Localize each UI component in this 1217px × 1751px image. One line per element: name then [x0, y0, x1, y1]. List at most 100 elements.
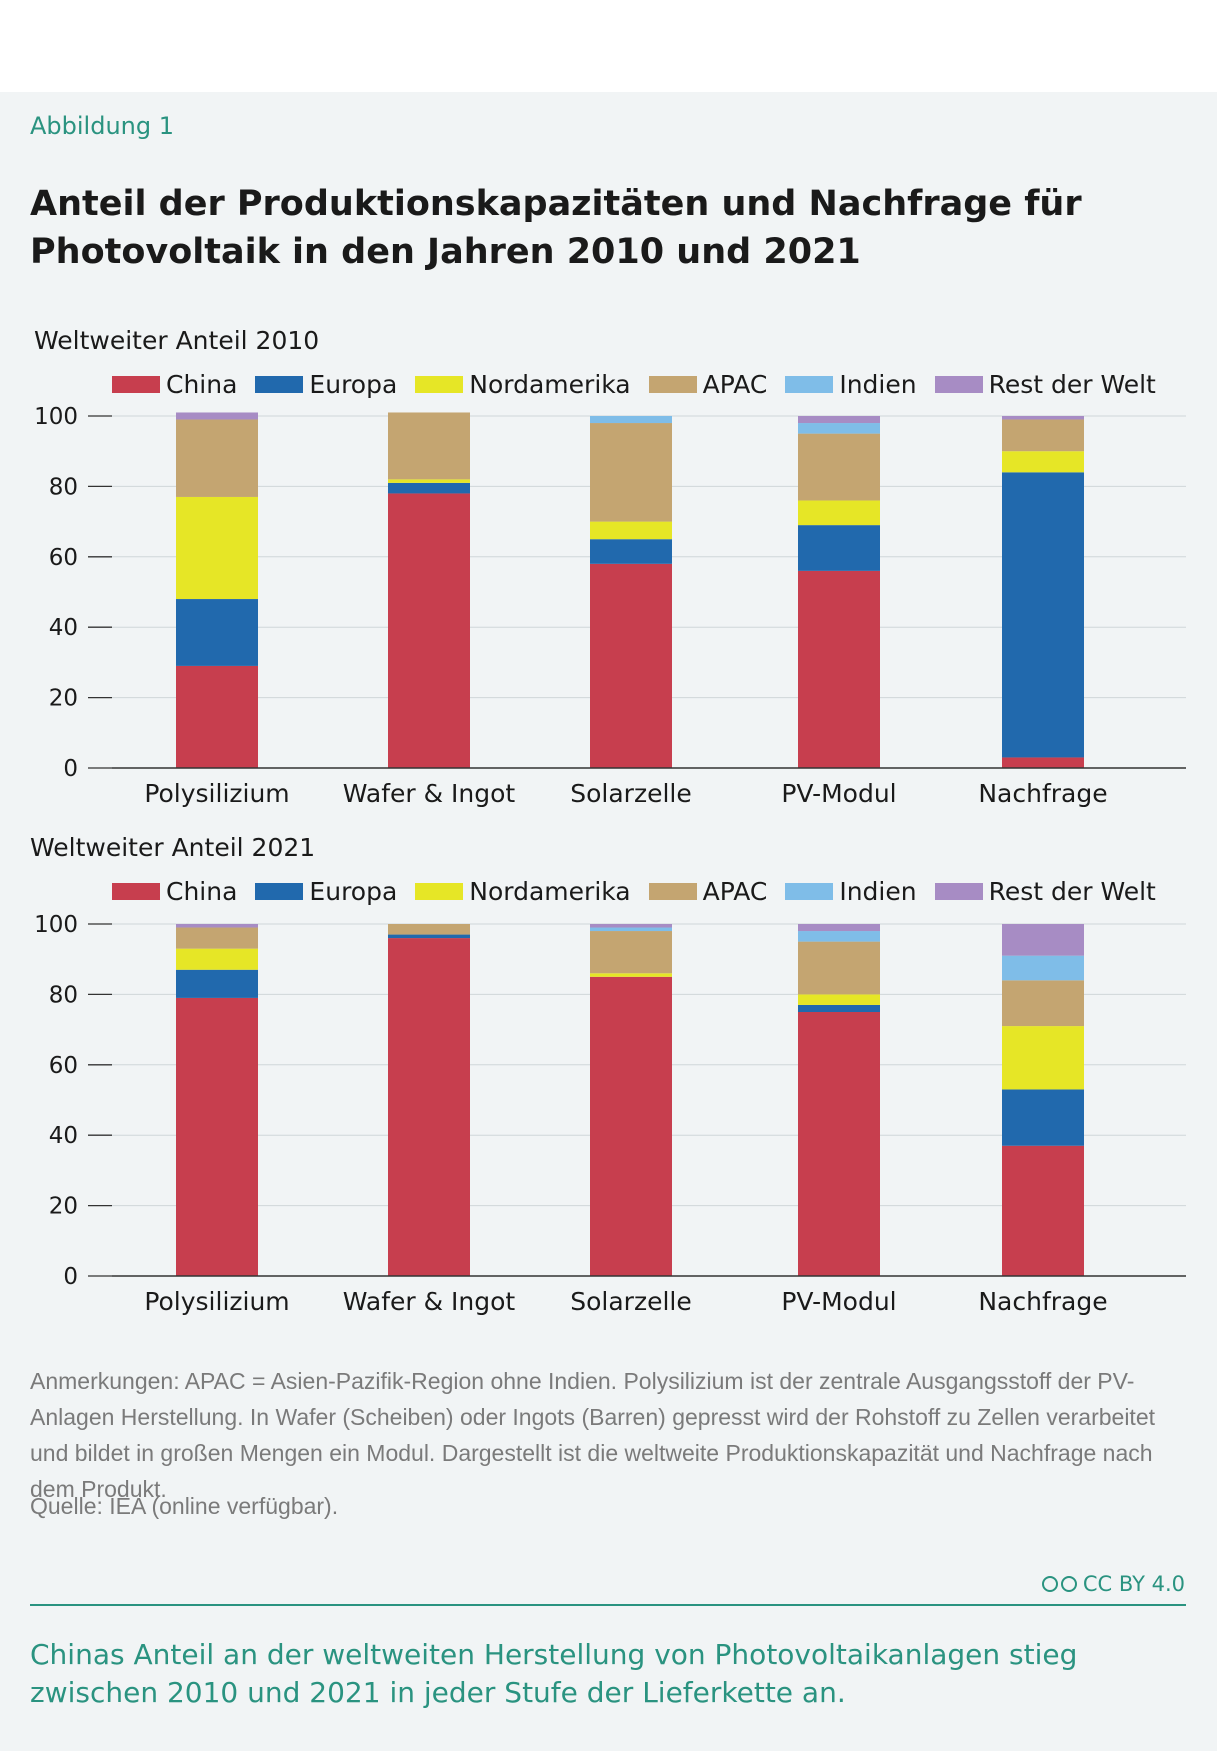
- legend-item-rest-der-welt: Rest der Welt: [934, 369, 1156, 399]
- bar-solarzelle-rest-der-welt: [590, 924, 672, 928]
- chart-2021-legend: China Europa Nordamerika APAC Indien Rest der…: [112, 875, 1174, 907]
- bar-wafer-and-ingot-apac: [388, 924, 470, 935]
- bar-pv-modul-apac: [798, 941, 880, 995]
- legend-item-nordamerika: Nordamerika: [415, 369, 631, 399]
- bar-wafer-and-ingot-china: [388, 493, 470, 768]
- bar-nachfrage-china: [1002, 757, 1084, 768]
- legend-label: Indien: [839, 876, 917, 906]
- x-tick-label: PV-Modul: [781, 1287, 896, 1316]
- legend-item-indien: Indien: [785, 369, 917, 399]
- bar-nachfrage-nordamerika: [1002, 1026, 1084, 1090]
- legend-label: Europa: [309, 876, 398, 906]
- chart-2010-legend: China Europa Nordamerika APAC Indien Rest der…: [112, 368, 1174, 400]
- y-tick-label: 40: [49, 615, 78, 641]
- legend-item-indien: Indien: [785, 876, 917, 906]
- bar-nachfrage-rest-der-welt: [1002, 416, 1084, 420]
- y-tick-label: 20: [49, 686, 78, 712]
- takeaway: Chinas Anteil an der weltweiten Herstell…: [30, 1638, 1078, 1709]
- bar-nachfrage-china: [1002, 1145, 1084, 1276]
- legend-item-europa: Europa: [255, 370, 397, 399]
- bar-wafer-and-ingot-nordamerika: [388, 479, 470, 483]
- bar-pv-modul-nordamerika: [798, 994, 880, 1005]
- bar-pv-modul-europa: [798, 1004, 880, 1012]
- bar-polysilizium-rest-der-welt: [176, 924, 258, 928]
- bar-pv-modul-rest-der-welt: [798, 416, 880, 424]
- y-tick-label: 60: [49, 545, 78, 571]
- legend-swatch: [112, 375, 160, 393]
- bar-nachfrage-apac: [1002, 980, 1084, 1027]
- x-tick-label: Solarzelle: [570, 1287, 691, 1316]
- y-tick-label: 40: [49, 1123, 78, 1149]
- figure-label: Abbildung 1: [30, 112, 175, 140]
- source: Quelle: IEA (online verfügbar).: [30, 1493, 339, 1519]
- x-tick-label: Nachfrage: [978, 1287, 1107, 1316]
- legend-item-apac: APAC: [648, 369, 768, 399]
- notes: Anmerkungen: APAC = Asien-Pazifik-Region…: [30, 1368, 1156, 1502]
- bar-polysilizium-china: [176, 997, 258, 1276]
- bar-nachfrage-europa: [1002, 472, 1084, 758]
- legend-label: Rest der Welt: [988, 369, 1156, 399]
- legend-item-china: China: [112, 877, 237, 906]
- y-tick-label: 20: [49, 1194, 78, 1220]
- legend-swatch: [785, 375, 834, 393]
- legend-label: APAC: [702, 369, 768, 399]
- license[interactable]: CC BY 4.0: [1041, 1572, 1185, 1596]
- license-text: CC BY 4.0: [1082, 1572, 1185, 1596]
- legend-swatch: [934, 882, 983, 900]
- x-tick-label: Wafer & Ingot: [343, 1287, 516, 1316]
- bar-polysilizium-europa: [176, 599, 258, 666]
- bar-solarzelle-nordamerika: [590, 973, 672, 977]
- x-tick-label: Polysilizium: [144, 1287, 289, 1316]
- bar-solarzelle-apac: [590, 423, 672, 522]
- bar-pv-modul-europa: [798, 525, 880, 571]
- legend-label: Nordamerika: [469, 369, 631, 399]
- bar-wafer-and-ingot-apac: [388, 412, 470, 480]
- x-tick-label: Wafer & Ingot: [343, 779, 516, 808]
- legend-label: China: [166, 369, 238, 399]
- bar-solarzelle-china: [590, 976, 672, 1276]
- bar-pv-modul-indien: [798, 423, 880, 434]
- legend-item-rest-der-welt: Rest der Welt: [934, 876, 1156, 906]
- bar-solarzelle-china: [590, 563, 672, 768]
- legend-label: Rest der Welt: [988, 876, 1156, 906]
- bar-polysilizium-nordamerika: [176, 496, 258, 600]
- bar-pv-modul-rest-der-welt: [798, 924, 880, 932]
- bar-pv-modul-indien: [798, 931, 880, 942]
- chart-2010-title: Weltweiter Anteil 2010: [34, 326, 320, 355]
- bar-nachfrage-apac: [1002, 419, 1084, 452]
- bar-solarzelle-apac: [590, 931, 672, 974]
- y-tick-label: 80: [49, 982, 78, 1008]
- legend-swatch: [255, 375, 304, 393]
- y-tick-label: 0: [63, 756, 78, 782]
- bar-pv-modul-nordamerika: [798, 500, 880, 526]
- chart-2021: 0 20 40 60 80 100 Polysilizium Wafer & Ingot Sol…: [34, 912, 1186, 1316]
- bar-pv-modul-china: [798, 1012, 880, 1276]
- legend-item-china: China: [112, 370, 237, 399]
- bar-polysilizium-china: [176, 665, 258, 768]
- bar-wafer-and-ingot-europa: [388, 934, 470, 939]
- bar-polysilizium-rest-der-welt: [176, 412, 258, 420]
- y-tick-label: 0: [63, 1264, 78, 1290]
- legend-label: Indien: [839, 369, 917, 399]
- bar-solarzelle-nordamerika: [590, 521, 672, 540]
- divider: [30, 1604, 1186, 1606]
- x-tick-label: PV-Modul: [781, 779, 896, 808]
- x-tick-label: Nachfrage: [978, 779, 1107, 808]
- bar-pv-modul-china: [798, 570, 880, 768]
- chart-2021-title: Weltweiter Anteil 2021: [30, 833, 316, 862]
- bar-pv-modul-apac: [798, 433, 880, 501]
- bar-solarzelle-indien: [590, 416, 672, 424]
- legend-swatch: [648, 375, 697, 393]
- bar-nachfrage-nordamerika: [1002, 451, 1084, 473]
- cc-icon: [1041, 1576, 1058, 1592]
- legend-swatch: [785, 882, 834, 900]
- legend-swatch: [112, 882, 160, 900]
- bar-solarzelle-indien: [590, 927, 672, 932]
- y-tick-label: 100: [34, 912, 78, 938]
- y-tick-label: 80: [49, 474, 78, 500]
- legend-label: APAC: [702, 876, 768, 906]
- y-tick-label: 60: [49, 1053, 78, 1079]
- x-tick-label: Solarzelle: [570, 779, 691, 808]
- legend-swatch: [934, 375, 983, 393]
- bar-nachfrage-rest-der-welt: [1002, 924, 1084, 956]
